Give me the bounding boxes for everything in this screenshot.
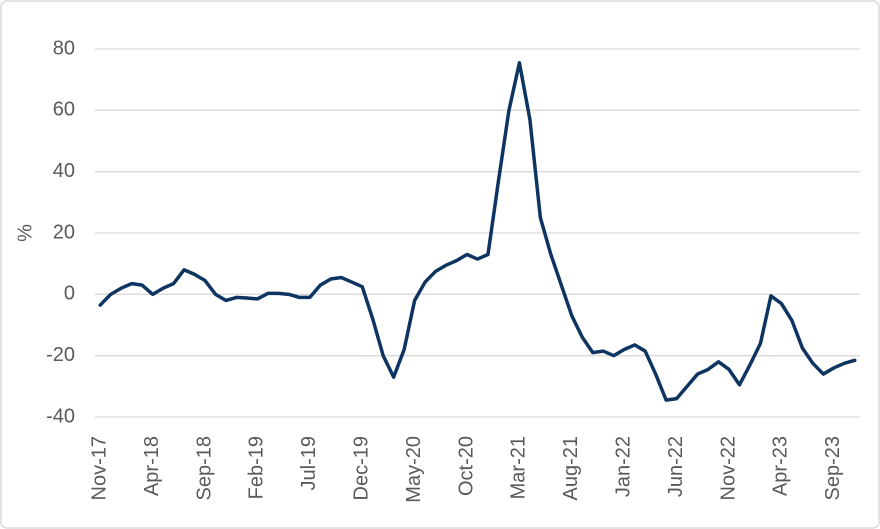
y-tick-label: -40 xyxy=(46,405,75,427)
y-tick-label: -20 xyxy=(46,344,75,366)
x-tick-label: Jun-22 xyxy=(665,436,687,497)
x-tick-label: Nov-17 xyxy=(89,436,111,500)
x-tick-label: Nov-22 xyxy=(717,436,739,500)
y-tick-label: 80 xyxy=(53,37,75,59)
x-tick-label: Feb-19 xyxy=(246,436,268,499)
x-tick-label: Sep-18 xyxy=(193,436,215,501)
data-line xyxy=(98,61,857,402)
y-axis-label: % xyxy=(14,224,36,242)
x-tick-label: Jan-22 xyxy=(612,436,634,497)
y-tick-label: 40 xyxy=(53,160,75,182)
x-tick-label: Mar-21 xyxy=(508,436,530,499)
x-tick-label: Jul-19 xyxy=(298,436,320,490)
x-tick-label: Apr-23 xyxy=(770,436,792,496)
x-tick-label: Aug-21 xyxy=(560,436,582,501)
y-tick-label: 0 xyxy=(64,283,75,305)
y-tick-label: 60 xyxy=(53,99,75,121)
x-tick-label: Apr-18 xyxy=(141,436,163,496)
x-tick-label: Oct-20 xyxy=(455,436,477,496)
x-tick-label: Dec-19 xyxy=(351,436,373,500)
y-tick-label: 20 xyxy=(53,221,75,243)
x-tick-label: Sep-23 xyxy=(822,436,844,501)
x-tick-label: May-20 xyxy=(403,436,425,503)
